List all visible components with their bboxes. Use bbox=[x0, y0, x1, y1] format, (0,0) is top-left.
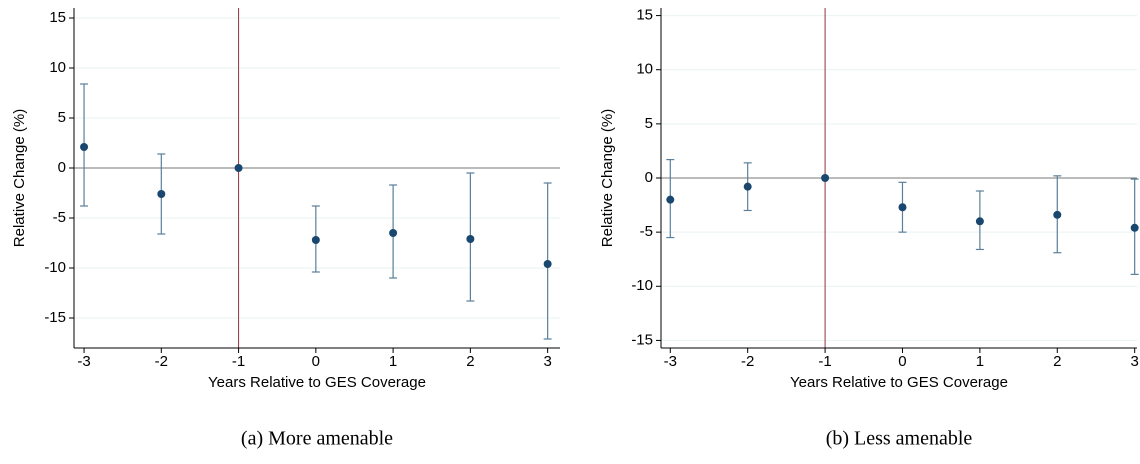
point bbox=[466, 235, 475, 243]
y-tick-label: 15 bbox=[49, 9, 66, 26]
x-tick-label: 0 bbox=[898, 353, 906, 370]
point bbox=[666, 195, 675, 204]
x-tick-label: -3 bbox=[664, 353, 677, 370]
y-tick-label: -5 bbox=[640, 223, 653, 240]
y-tick-label: -5 bbox=[53, 209, 66, 226]
x-tick-label: -1 bbox=[232, 353, 245, 370]
y-tick-label: -10 bbox=[631, 277, 653, 294]
point bbox=[821, 174, 830, 182]
y-tick-label: -15 bbox=[631, 331, 653, 348]
y-tick-label: -10 bbox=[44, 259, 66, 276]
point bbox=[234, 164, 243, 172]
x-tick-label: 1 bbox=[389, 353, 397, 370]
x-tick-label: 0 bbox=[312, 353, 320, 370]
x-tick-label: -1 bbox=[818, 353, 831, 370]
x-tick-label: -2 bbox=[155, 353, 168, 370]
caption: (b) Less amenable bbox=[826, 428, 973, 450]
caption: (a) More amenable bbox=[241, 428, 393, 450]
x-tick-label: 3 bbox=[1131, 353, 1139, 370]
x-tick-label: 3 bbox=[543, 353, 551, 370]
point bbox=[389, 229, 398, 237]
point bbox=[311, 236, 320, 244]
y-tick-label: 10 bbox=[636, 61, 653, 78]
x-tick-label: -2 bbox=[741, 353, 754, 370]
y-tick-label: 0 bbox=[645, 169, 653, 186]
x-tick-label: 2 bbox=[466, 353, 474, 370]
point bbox=[543, 260, 552, 268]
y-tick-label: 0 bbox=[58, 159, 66, 176]
y-tick-label: 15 bbox=[636, 7, 653, 24]
y-tick-label: 5 bbox=[58, 109, 66, 126]
point bbox=[1053, 210, 1062, 219]
point bbox=[80, 143, 89, 151]
y-tick-label: 10 bbox=[49, 59, 66, 76]
y-axis-label: Relative Change (%) bbox=[11, 109, 28, 247]
point bbox=[157, 190, 166, 198]
y-tick-label: -15 bbox=[44, 309, 66, 326]
x-tick-label: -3 bbox=[77, 353, 90, 370]
point bbox=[898, 203, 907, 212]
point bbox=[743, 182, 752, 191]
point bbox=[1130, 223, 1139, 232]
x-axis-label: Years Relative to GES Coverage bbox=[208, 374, 426, 391]
y-axis-label: Relative Change (%) bbox=[599, 109, 616, 247]
x-tick-label: 2 bbox=[1053, 353, 1061, 370]
point bbox=[975, 217, 984, 226]
x-axis-label: Years Relative to GES Coverage bbox=[790, 374, 1008, 391]
y-tick-label: 5 bbox=[645, 115, 653, 132]
x-tick-label: 1 bbox=[976, 353, 984, 370]
